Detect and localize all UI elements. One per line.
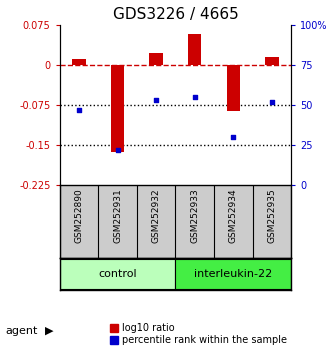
Point (154, 97, 159, 103)
Bar (149, 53, 163, 65)
FancyBboxPatch shape (175, 259, 291, 289)
FancyBboxPatch shape (60, 259, 175, 289)
Bar (72, 59, 86, 65)
Point (192, 94, 197, 99)
Text: ▶: ▶ (45, 326, 53, 336)
Text: GSM252935: GSM252935 (267, 188, 276, 243)
Text: control: control (98, 269, 137, 279)
Point (269, 99, 275, 104)
Text: GSM252933: GSM252933 (190, 188, 199, 243)
Text: GSM252890: GSM252890 (74, 188, 83, 243)
Point (115, 147, 120, 153)
Bar (188, 34, 202, 65)
Bar (111, 65, 124, 152)
Point (76, 107, 81, 113)
Text: agent: agent (5, 326, 37, 336)
Point (231, 134, 236, 139)
Text: interleukin-22: interleukin-22 (194, 269, 272, 279)
Text: GSM252932: GSM252932 (152, 188, 161, 243)
Bar (265, 57, 279, 65)
Text: GSM252931: GSM252931 (113, 188, 122, 243)
Bar (227, 65, 240, 111)
Text: GSM252934: GSM252934 (229, 188, 238, 243)
Legend: log10 ratio, percentile rank within the sample: log10 ratio, percentile rank within the … (106, 319, 291, 349)
Title: GDS3226 / 4665: GDS3226 / 4665 (113, 7, 238, 22)
